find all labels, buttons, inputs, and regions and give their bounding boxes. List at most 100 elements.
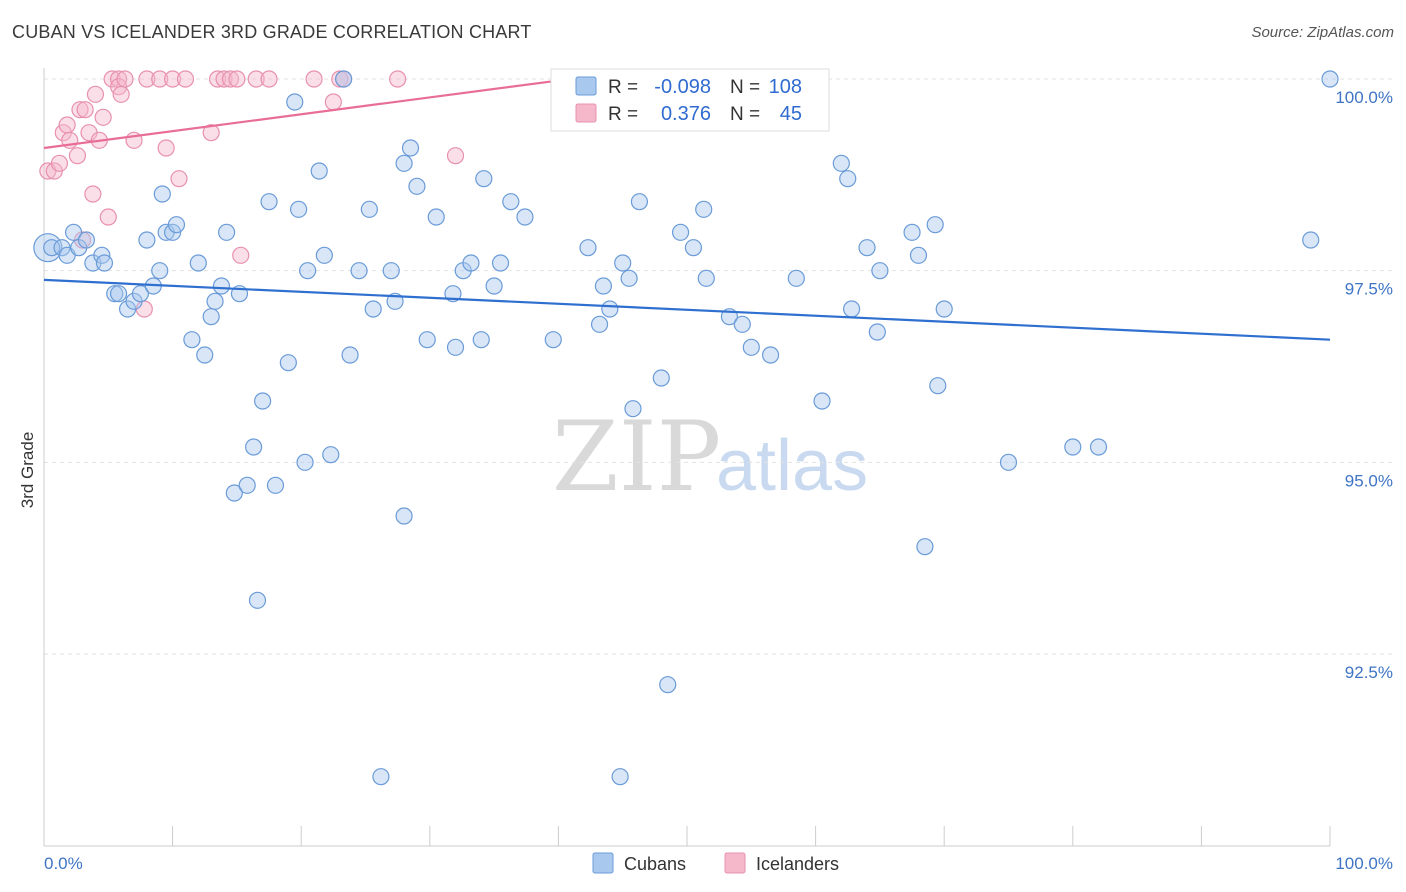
cubans-point [652, 369, 670, 387]
icelanders-point [170, 170, 188, 188]
cubans-point [926, 216, 944, 234]
cubans-point [1302, 231, 1320, 249]
cubans-point [350, 262, 368, 280]
cubans-point [1064, 438, 1082, 456]
cubans-point [322, 446, 340, 464]
cubans-point [279, 354, 297, 372]
cubans-point [843, 300, 861, 318]
icelanders-point [99, 208, 117, 226]
icelanders-point [176, 70, 195, 88]
icelanders-point [71, 101, 89, 119]
cubans-point [360, 200, 378, 218]
cubans-point [418, 331, 436, 349]
cubans-point [839, 170, 857, 188]
cubans-point [286, 93, 304, 111]
cubans-point [202, 308, 220, 326]
icelanders-point [446, 147, 465, 165]
icelanders-point [324, 93, 342, 111]
legend-r-value-icelanders: 0.376 [661, 103, 711, 125]
cubans-point [871, 262, 889, 280]
cubans-point [106, 285, 124, 303]
cubans-point [395, 154, 413, 172]
icelanders-point [331, 70, 349, 88]
icelanders-point [76, 101, 94, 119]
cubans-point [614, 254, 632, 272]
cubans-point [761, 346, 780, 364]
cubans-point [153, 185, 171, 203]
cubans-point [999, 453, 1018, 471]
icelanders-point [202, 124, 220, 142]
cubans-point [364, 300, 382, 318]
cubans-point [335, 70, 353, 88]
cubans-point [131, 285, 150, 303]
cubans-point [544, 331, 562, 349]
icelanders-point [116, 70, 134, 88]
cubans-point [916, 538, 934, 556]
icelanders-point [232, 246, 250, 264]
cubans-point [382, 262, 400, 280]
cubans-point [1321, 70, 1339, 88]
y-tick-label: 97.5% [1345, 280, 1393, 299]
cubans-point [266, 476, 285, 494]
icelanders-point [209, 70, 227, 88]
cubans-point [138, 231, 156, 249]
cubans-point [624, 400, 642, 418]
legend-n-label-icelanders: N = [730, 104, 760, 125]
cubans-point [620, 269, 638, 287]
cubans-point [218, 223, 236, 241]
icelanders-point [68, 147, 87, 165]
cubans-point [684, 239, 703, 257]
cubans-point [408, 177, 426, 195]
cubans-point [929, 377, 947, 395]
cubans-point [579, 239, 597, 257]
cubans-point [601, 300, 619, 318]
cubans-point [299, 262, 317, 280]
cubans-point [238, 476, 256, 494]
cubans-point [290, 200, 308, 218]
icelanders-trend-line [43, 79, 559, 150]
cubans-point [248, 591, 267, 609]
icelanders-point [260, 70, 278, 88]
cubans-point [813, 392, 831, 410]
cubans-point [935, 300, 953, 318]
cubans-point [151, 262, 169, 280]
y-tick-label: 92.5% [1345, 663, 1393, 682]
cubans-point [401, 139, 420, 157]
icelanders-point [50, 154, 69, 172]
cubans-point [296, 453, 314, 471]
icelanders-point [305, 70, 323, 88]
icelanders-point [164, 70, 182, 88]
cubans-point [630, 193, 649, 211]
legend-frame [550, 68, 830, 132]
icelanders-point [84, 185, 102, 203]
cubans-point [462, 254, 480, 272]
cubans-point [903, 223, 921, 241]
cubans-point [372, 768, 390, 786]
cubans-point [472, 331, 490, 349]
cubans-point [196, 346, 214, 364]
cubans-point [167, 216, 186, 234]
x-tick-label-max: 100.0% [1335, 854, 1393, 873]
gridlines [44, 78, 1392, 655]
cubans-point [1089, 438, 1108, 456]
cubans-point [516, 208, 534, 226]
cubans-point [206, 292, 224, 310]
source-credit: Source: ZipAtlas.com [1251, 24, 1394, 41]
icelanders-point [389, 70, 407, 88]
watermark: ZIP atlas [552, 401, 868, 513]
icelanders-point [221, 70, 240, 88]
cubans-point [189, 254, 207, 272]
cubans-point [315, 246, 333, 264]
y-tick-labels: 100.0% 97.5% 95.0% 92.5% [1335, 88, 1393, 682]
legend-n-value-icelanders: 45 [780, 103, 802, 125]
cubans-point [868, 323, 886, 341]
icelanders-points [39, 70, 825, 318]
cubans-point [659, 676, 677, 694]
cubans-point [260, 193, 278, 211]
cubans-point [212, 277, 231, 295]
cubans-point [594, 277, 613, 295]
y-axis-label: 3rd Grade [18, 432, 37, 509]
cubans-point [341, 346, 359, 364]
icelanders-point [151, 70, 169, 88]
